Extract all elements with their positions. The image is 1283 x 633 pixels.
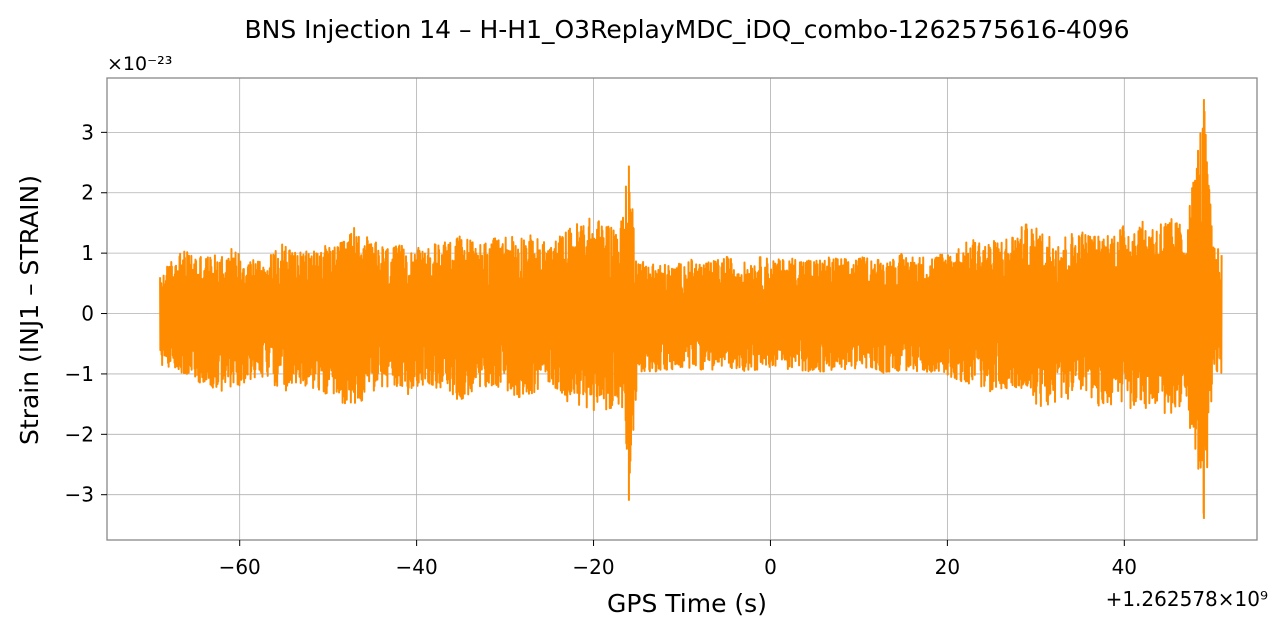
y-tick-label: 2 — [81, 181, 94, 205]
x-axis-label: GPS Time (s) — [607, 589, 767, 618]
x-tick-label: −60 — [219, 555, 261, 579]
chart-title: BNS Injection 14 – H-H1_O3ReplayMDC_iDQ_… — [244, 15, 1129, 44]
y-exponent-label: ×10⁻²³ — [107, 53, 172, 75]
x-tick-label: 40 — [1112, 555, 1137, 579]
x-tick-label: 0 — [764, 555, 777, 579]
y-tick-label: 1 — [81, 241, 94, 265]
y-axis-ticks: −3 −2 −1 0 1 2 3 — [65, 120, 107, 507]
x-axis-ticks: −60 −40 −20 0 20 40 — [219, 540, 1137, 579]
strain-series-line — [159, 99, 1223, 519]
y-tick-label: −3 — [65, 483, 94, 507]
data-series — [159, 99, 1223, 519]
x-tick-label: −20 — [572, 555, 614, 579]
y-tick-label: 0 — [81, 302, 94, 326]
y-tick-label: −1 — [65, 362, 94, 386]
x-tick-label: 20 — [935, 555, 960, 579]
plot-frame — [106, 77, 1258, 541]
y-axis-label: Strain (INJ1 – STRAIN) — [15, 175, 44, 445]
y-tick-label: −2 — [65, 422, 94, 446]
x-offset-label: +1.262578×10⁹ — [1106, 587, 1268, 611]
y-tick-label: 3 — [81, 120, 94, 144]
x-tick-label: −40 — [396, 555, 438, 579]
